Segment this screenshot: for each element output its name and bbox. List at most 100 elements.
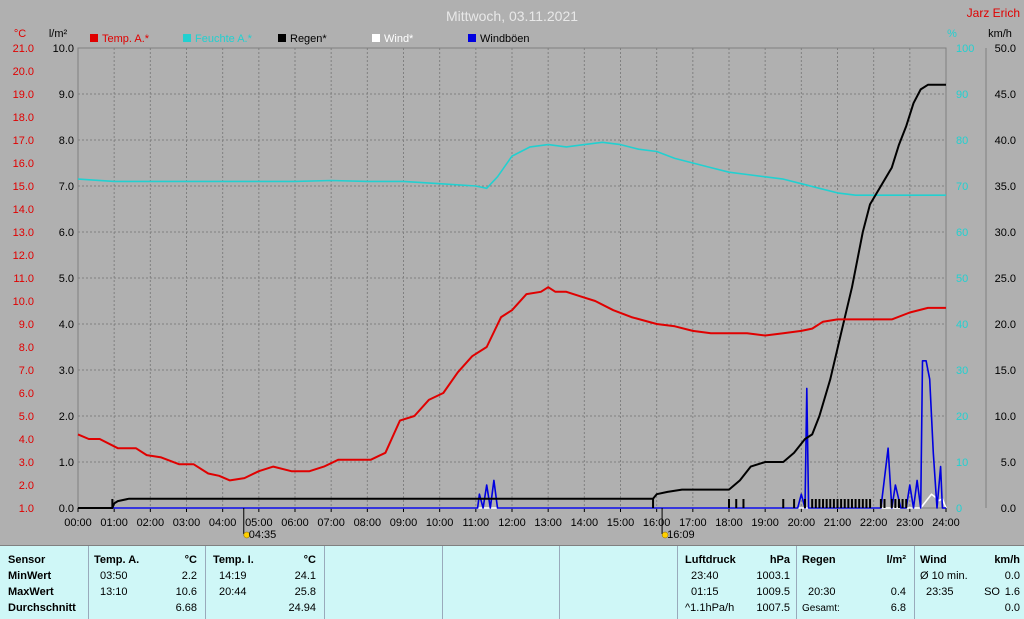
statistics-table: Sensor MinWert MaxWert Durchschnitt Temp… — [0, 545, 1024, 619]
wind-line — [78, 493, 947, 509]
col-wind: Wind km/h Ø 10 min. 0.0 23:35 SO 1.6 0.0 — [914, 546, 1024, 619]
x-tick-label: 15:00 — [607, 517, 635, 529]
rain-tick-label: 2.0 — [59, 411, 74, 423]
rain-tick-label: 0.0 — [59, 503, 74, 515]
temp-tick-label: 10.0 — [13, 296, 34, 308]
temp-tick-label: 12.0 — [13, 250, 34, 262]
legend-label-rain: Regen* — [290, 33, 327, 45]
pressure-head: Luftdruck — [685, 554, 736, 566]
wind-tick-label: 40.0 — [995, 135, 1016, 147]
wind-unit: km/h — [994, 554, 1020, 566]
gust-line — [78, 359, 946, 509]
sun-markers: 04:35 16:09 — [243, 508, 695, 541]
rain-time: 20:30 — [808, 586, 836, 598]
humidity-tick-label: 30 — [956, 365, 968, 377]
sunset-label: 16:09 — [667, 529, 695, 541]
left-rain-unit: l/m² — [49, 28, 68, 40]
wind-head: Wind — [920, 554, 947, 566]
temp-tick-label: 1.0 — [19, 503, 34, 515]
humidity-tick-label: 50 — [956, 273, 968, 285]
temp-tick-label: 2.0 — [19, 480, 34, 492]
rain-tick-label: 10.0 — [53, 43, 74, 55]
temp-tick-label: 14.0 — [13, 204, 34, 216]
temp-tick-label: 19.0 — [13, 89, 34, 101]
rain-tick-label: 1.0 — [59, 457, 74, 469]
wind-tick-label: 10.0 — [995, 411, 1016, 423]
x-tick-label: 12:00 — [498, 517, 526, 529]
rain-tick-label: 4.0 — [59, 319, 74, 331]
col-sensor: Sensor MinWert MaxWert Durchschnitt — [0, 546, 89, 619]
humidity-tick-label: 70 — [956, 181, 968, 193]
wind-tick-label: 20.0 — [995, 319, 1016, 331]
x-tick-label: 24:00 — [932, 517, 960, 529]
legend-label-wind: Wind* — [384, 33, 414, 45]
sunset-icon — [661, 531, 669, 539]
wind-max: 1.6 — [1004, 586, 1020, 598]
axes: 00:00 01:00 02:00 03:00 04:00 05:00 06:00 07:00… — [13, 43, 1016, 529]
humidity-tick-label: 10 — [956, 457, 968, 469]
wind-max-dir: SO — [984, 586, 1000, 598]
temp-i-max: 25.8 — [294, 586, 316, 598]
temp-a-max: 10.6 — [175, 586, 197, 598]
weather-chart: Mittwoch, 03.11.2021 Jarz Erich °C l/m² … — [13, 6, 1020, 541]
temp-a-unit: °C — [184, 554, 197, 566]
wind-avg: 0.0 — [1004, 570, 1020, 582]
x-tick-label: 01:00 — [100, 517, 128, 529]
row-label-max: MaxWert — [8, 586, 54, 598]
pressure-max-time: 01:15 — [691, 586, 719, 598]
rain-unit: l/m² — [886, 554, 906, 566]
legend-swatch-rain — [278, 34, 286, 42]
rain-value: 0.4 — [890, 586, 906, 598]
temp-tick-label: 17.0 — [13, 135, 34, 147]
temp-i-unit: °C — [303, 554, 316, 566]
wind-avg-label: Ø 10 min. — [920, 570, 968, 582]
chart-title: Mittwoch, 03.11.2021 — [446, 8, 578, 24]
row-label-min: MinWert — [8, 570, 52, 582]
temp-line — [77, 286, 946, 482]
humidity-tick-label: 20 — [956, 411, 968, 423]
humidity-tick-label: 80 — [956, 135, 968, 147]
col-rain: Regen l/m² 20:30 0.4 Gesamt: 6.8 — [796, 546, 915, 619]
rain-total-label: Gesamt: — [802, 603, 840, 614]
col-temp-a: Temp. A. °C 03:50 2.2 13:10 10.6 6.68 — [88, 546, 206, 619]
wind-tick-label: 15.0 — [995, 365, 1016, 377]
temp-tick-label: 16.0 — [13, 158, 34, 170]
wind-tick-label: 5.0 — [1001, 457, 1016, 469]
x-tick-label: 09:00 — [390, 517, 418, 529]
pressure-min: 1003.1 — [756, 570, 790, 582]
row-label-avg: Durchschnitt — [8, 602, 76, 614]
rain-tick-label: 5.0 — [59, 273, 74, 285]
x-tick-label: 22:00 — [860, 517, 888, 529]
rain-tick-label: 7.0 — [59, 181, 74, 193]
col-empty-2 — [442, 546, 560, 619]
rain-head: Regen — [802, 554, 836, 566]
rain-tick-label: 3.0 — [59, 365, 74, 377]
sunrise-label: 04:35 — [249, 529, 277, 541]
x-tick-label: 19:00 — [751, 517, 779, 529]
x-tick-label: 20:00 — [788, 517, 816, 529]
wind-tick-label: 0.0 — [1001, 503, 1016, 515]
x-tick-label: 03:00 — [173, 517, 201, 529]
x-tick-label: 21:00 — [824, 517, 852, 529]
x-tick-label: 06:00 — [281, 517, 309, 529]
temp-tick-label: 7.0 — [19, 365, 34, 377]
temp-tick-label: 3.0 — [19, 457, 34, 469]
legend-swatch-gust — [468, 34, 476, 42]
wind-last: 0.0 — [1004, 602, 1020, 614]
wind-tick-label: 35.0 — [995, 181, 1016, 193]
legend-swatch-humidity — [183, 34, 191, 42]
x-tick-label: 16:00 — [643, 517, 671, 529]
x-tick-label: 08:00 — [354, 517, 382, 529]
humidity-tick-label: 90 — [956, 89, 968, 101]
x-tick-label: 02:00 — [137, 517, 165, 529]
right-hum-unit: % — [947, 28, 957, 40]
humidity-line — [77, 141, 946, 196]
right-wind-unit: km/h — [988, 28, 1012, 40]
x-tick-label: 07:00 — [317, 517, 345, 529]
x-tick-label: 14:00 — [571, 517, 599, 529]
wind-tick-label: 50.0 — [995, 43, 1016, 55]
sunrise-icon — [243, 531, 251, 539]
col-pressure: Luftdruck hPa 23:40 1003.1 01:15 1009.5 … — [677, 546, 797, 619]
legend-label-gust: Windböen — [480, 33, 530, 45]
x-tick-label: 04:00 — [209, 517, 237, 529]
